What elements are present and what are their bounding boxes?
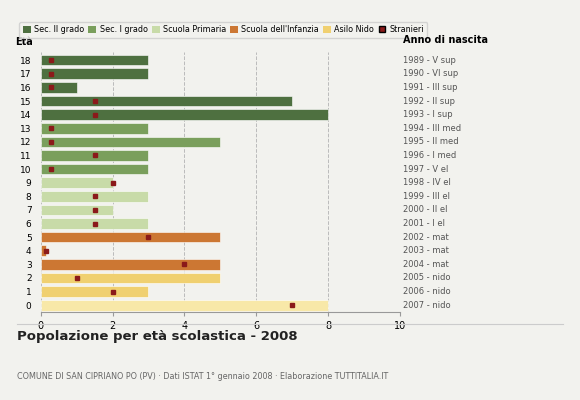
Text: 2005 - nido: 2005 - nido bbox=[403, 274, 451, 282]
Text: 2004 - mat: 2004 - mat bbox=[403, 260, 449, 269]
Bar bbox=[41, 96, 292, 106]
Text: 1997 - V el: 1997 - V el bbox=[403, 164, 448, 174]
Legend: Sec. II grado, Sec. I grado, Scuola Primaria, Scuola dell'Infanzia, Asilo Nido, : Sec. II grado, Sec. I grado, Scuola Prim… bbox=[20, 22, 427, 38]
Bar bbox=[41, 150, 148, 161]
Bar bbox=[41, 204, 113, 215]
Bar bbox=[41, 177, 113, 188]
Bar bbox=[41, 136, 220, 147]
Text: Anno di nascita: Anno di nascita bbox=[403, 35, 488, 45]
Text: 1993 - I sup: 1993 - I sup bbox=[403, 110, 453, 119]
Bar bbox=[41, 123, 148, 134]
Bar bbox=[41, 82, 77, 93]
Text: 2006 - nido: 2006 - nido bbox=[403, 287, 451, 296]
Bar bbox=[41, 218, 148, 229]
Text: 1990 - VI sup: 1990 - VI sup bbox=[403, 69, 458, 78]
Bar bbox=[41, 246, 46, 256]
Bar bbox=[41, 286, 148, 297]
Bar bbox=[41, 300, 328, 310]
Text: 1995 - II med: 1995 - II med bbox=[403, 137, 459, 146]
Bar bbox=[41, 273, 220, 283]
Text: 1994 - III med: 1994 - III med bbox=[403, 124, 461, 133]
Text: 2002 - mat: 2002 - mat bbox=[403, 233, 449, 242]
Text: 2000 - II el: 2000 - II el bbox=[403, 206, 448, 214]
Bar bbox=[41, 259, 220, 270]
Text: 1991 - III sup: 1991 - III sup bbox=[403, 83, 458, 92]
Bar bbox=[41, 164, 148, 174]
Text: Età: Età bbox=[16, 37, 33, 47]
Text: 2001 - I el: 2001 - I el bbox=[403, 219, 445, 228]
Text: Popolazione per età scolastica - 2008: Popolazione per età scolastica - 2008 bbox=[17, 330, 298, 343]
Text: 2003 - mat: 2003 - mat bbox=[403, 246, 449, 255]
Bar bbox=[41, 55, 148, 66]
Text: 1998 - IV el: 1998 - IV el bbox=[403, 178, 451, 187]
Text: 1992 - II sup: 1992 - II sup bbox=[403, 96, 455, 106]
Text: 1996 - I med: 1996 - I med bbox=[403, 151, 456, 160]
Bar bbox=[41, 109, 328, 120]
Bar bbox=[41, 232, 220, 242]
Bar bbox=[41, 191, 148, 202]
Text: COMUNE DI SAN CIPRIANO PO (PV) · Dati ISTAT 1° gennaio 2008 · Elaborazione TUTTI: COMUNE DI SAN CIPRIANO PO (PV) · Dati IS… bbox=[17, 372, 389, 381]
Text: 1989 - V sup: 1989 - V sup bbox=[403, 56, 456, 65]
Text: 2007 - nido: 2007 - nido bbox=[403, 301, 451, 310]
Text: 1999 - III el: 1999 - III el bbox=[403, 192, 450, 201]
Bar bbox=[41, 68, 148, 79]
